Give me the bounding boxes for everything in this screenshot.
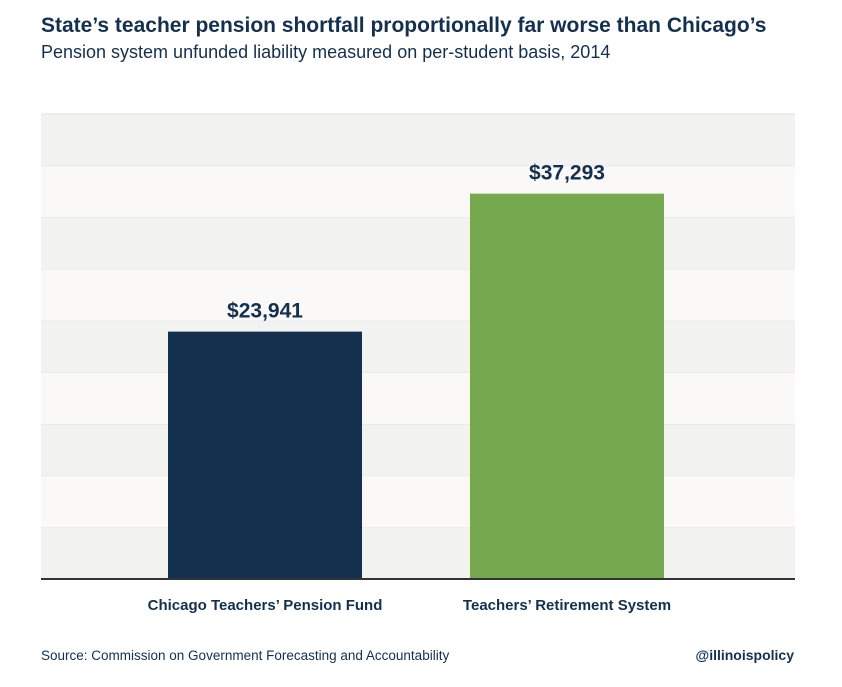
grid-band	[41, 269, 795, 321]
category-label: Chicago Teachers’ Pension Fund	[148, 597, 383, 614]
grid-bands	[41, 113, 795, 579]
brand-handle: @illinoispolicy	[695, 647, 794, 663]
grid-band	[41, 424, 795, 476]
grid-band	[41, 527, 795, 579]
bar	[168, 331, 362, 579]
chart-title: State’s teacher pension shortfall propor…	[41, 14, 767, 37]
category-label: Teachers’ Retirement System	[463, 597, 671, 614]
grid-band	[41, 114, 795, 166]
bar-value-label: $37,293	[529, 162, 605, 185]
grid-band	[41, 372, 795, 424]
grid-band	[41, 165, 795, 218]
bar	[470, 193, 664, 579]
chart-subtitle: Pension system unfunded liability measur…	[41, 42, 611, 62]
bar-value-label: $23,941	[227, 300, 303, 323]
grid-band	[41, 217, 795, 269]
grid-band	[41, 320, 795, 373]
source-note: Source: Commission on Government Forecas…	[41, 648, 450, 663]
bars: $23,941 Chicago Teachers’ Pension Fund $37…	[148, 162, 671, 614]
grid-band	[41, 475, 795, 528]
